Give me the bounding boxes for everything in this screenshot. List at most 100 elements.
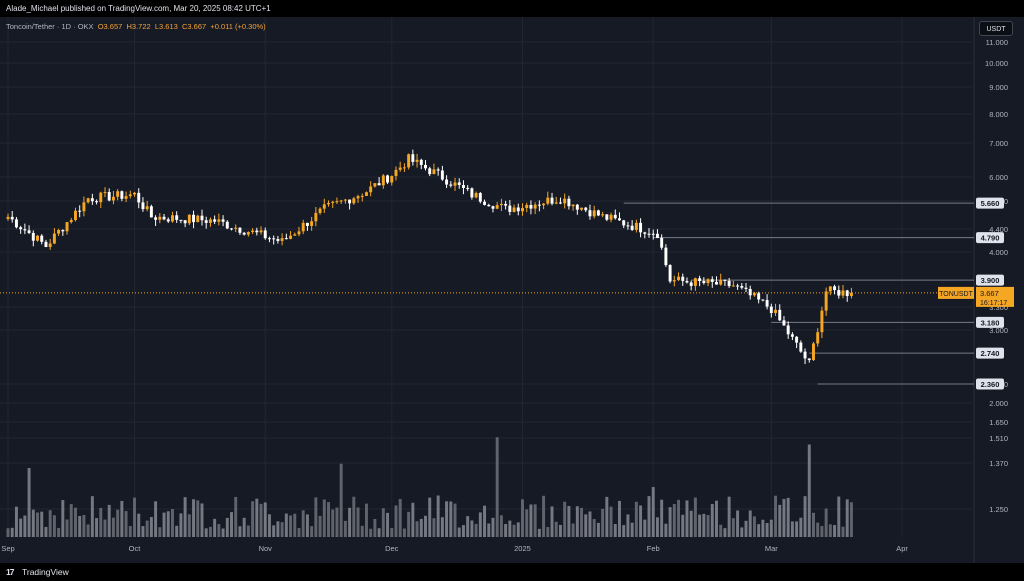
candle-body — [820, 310, 824, 333]
current-price-badge — [976, 286, 1014, 307]
volume-bar — [175, 525, 179, 537]
candle-body — [284, 238, 288, 240]
volume-bar — [533, 504, 537, 537]
volume-bar — [698, 514, 702, 537]
candle-body — [647, 233, 651, 235]
volume-bar — [609, 506, 613, 537]
candle-body — [322, 204, 326, 209]
candle-body — [828, 286, 832, 292]
volume-bar — [36, 512, 39, 537]
candle-body — [373, 183, 377, 187]
candle-body — [596, 210, 600, 216]
candle-body — [95, 201, 99, 203]
candle-body — [381, 175, 385, 186]
volume-bar — [689, 510, 693, 537]
volume-bar — [499, 515, 503, 537]
price-tick-label: 4.400 — [989, 225, 1008, 234]
volume-bar — [466, 516, 470, 537]
volume-bar — [643, 519, 647, 537]
volume-bar — [504, 524, 508, 537]
candle-body — [267, 238, 271, 240]
candle-body — [769, 306, 773, 313]
candle-body — [677, 276, 681, 281]
chart-area[interactable]: 11.00010.0009.0008.0007.0006.0005.4004.4… — [0, 17, 1024, 563]
level-price-label: 4.790 — [981, 234, 1000, 243]
candle-body — [170, 215, 174, 222]
candle-body — [664, 247, 668, 266]
candle-body — [461, 185, 465, 188]
volume-bar — [369, 528, 373, 537]
price-tick-label: 8.000 — [989, 110, 1008, 119]
currency-button[interactable]: USDT — [979, 21, 1013, 36]
volume-bar — [483, 505, 487, 537]
volume-bar — [626, 514, 630, 537]
tradingview-logo-icon[interactable]: 17 — [6, 567, 15, 577]
candle-body — [554, 202, 558, 204]
time-axis-label: Sep — [1, 544, 14, 553]
candle-body — [301, 222, 305, 232]
volume-bar — [664, 523, 668, 537]
candle-body — [436, 169, 440, 171]
volume-bar — [432, 518, 436, 537]
volume-bar — [816, 522, 820, 537]
candle-body — [78, 210, 82, 212]
volume-bar — [27, 468, 31, 537]
price-tick-label: 10.000 — [985, 59, 1008, 68]
volume-bar — [133, 497, 136, 537]
candle-body — [246, 232, 250, 235]
candle-body — [103, 192, 107, 194]
candle-body — [166, 219, 170, 222]
candle-body — [276, 239, 280, 241]
volume-bar — [795, 521, 799, 537]
price-tick-label: 2.000 — [989, 399, 1008, 408]
candle-body — [841, 290, 845, 296]
candle-body — [651, 233, 655, 235]
volume-bar — [681, 514, 685, 537]
price-tick-label: 4.000 — [989, 248, 1008, 257]
candle-body — [107, 192, 111, 201]
candle-body — [335, 201, 339, 203]
volume-bar — [103, 519, 107, 537]
low-value: L3.613 — [154, 22, 178, 31]
candle-body — [478, 193, 482, 202]
candle-body — [445, 179, 449, 185]
volume-bar — [238, 526, 242, 537]
candle-body — [537, 204, 541, 206]
volume-bar — [230, 512, 233, 537]
candle-body — [225, 221, 229, 229]
volume-bar — [348, 507, 352, 537]
volume-bar — [563, 501, 567, 537]
candle-body — [27, 230, 31, 233]
volume-bar — [381, 508, 385, 537]
volume-bar — [618, 500, 621, 537]
symbol-label[interactable]: Toncoin/Tether · 1D · OKX — [6, 22, 94, 31]
volume-bar — [567, 505, 571, 537]
volume-bar — [69, 504, 73, 537]
volume-bar — [196, 500, 200, 537]
candle-body — [736, 285, 740, 287]
volume-bar — [65, 519, 69, 537]
candle-body — [837, 290, 841, 296]
volume-bar — [445, 501, 449, 537]
candle-body — [719, 279, 723, 285]
volume-bar — [267, 514, 271, 537]
volume-bar — [837, 496, 841, 537]
volume-bar — [478, 512, 482, 537]
volume-bar — [706, 515, 710, 537]
candle-body — [238, 227, 242, 233]
volume-bar — [845, 499, 849, 537]
volume-bar — [731, 518, 735, 537]
candle-body — [748, 288, 752, 296]
candle-body — [221, 219, 225, 222]
volume-bar — [234, 496, 238, 537]
volume-bar — [386, 512, 390, 537]
candle-body — [432, 169, 436, 175]
candlestick-chart[interactable]: 11.00010.0009.0008.0007.0006.0005.4004.4… — [0, 17, 1024, 563]
candle-body — [731, 285, 735, 287]
volume-bar — [786, 497, 790, 537]
candle-body — [499, 203, 503, 206]
volume-bar — [575, 506, 579, 537]
time-axis-label: Oct — [129, 544, 142, 553]
candle-body — [398, 167, 402, 170]
tradingview-brand[interactable]: TradingView — [22, 567, 69, 577]
